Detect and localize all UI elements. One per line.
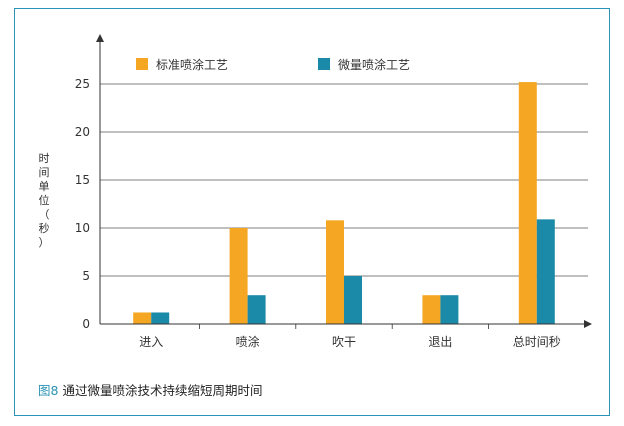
x-tick-label: 总时间秒 <box>513 335 561 349</box>
x-tick-label: 喷涂 <box>236 334 260 349</box>
bar-micro <box>536 219 555 324</box>
y-label-char: 位 <box>39 193 50 207</box>
figure-caption: 图8 通过微量喷涂技术持续缩短周期时间 <box>38 380 262 399</box>
bar-micro <box>440 295 459 324</box>
x-tick-label: 进入 <box>139 335 163 349</box>
y-label-char: 间 <box>39 166 50 179</box>
y-tick-label: 10 <box>75 221 90 235</box>
figure-frame <box>14 8 610 416</box>
tick-labels: 0 5 10 15 20 25 进入 喷涂 吹干 退出 总时间秒 <box>75 77 561 349</box>
y-label-char: 单 <box>39 180 50 193</box>
y-tick-label: 25 <box>75 77 90 91</box>
legend-label: 微量喷涂工艺 <box>338 57 410 72</box>
bar-standard <box>133 312 152 324</box>
legend-label: 标准喷涂工艺 <box>156 57 228 72</box>
y-tick-label: 15 <box>75 173 90 187</box>
y-tick-label: 0 <box>82 317 90 331</box>
bar-standard <box>229 228 248 324</box>
legend-swatch <box>318 58 330 70</box>
figure-number: 图8 <box>38 383 59 398</box>
bar-standard <box>326 220 344 324</box>
x-tick-label: 吹干 <box>332 335 356 349</box>
bar-micro <box>151 312 170 324</box>
axes <box>96 34 592 328</box>
legend: 标准喷涂工艺 微量喷涂工艺 <box>136 57 410 72</box>
bar-micro <box>247 295 266 324</box>
y-label-char: （ <box>39 208 50 221</box>
y-tick-label: 20 <box>75 125 90 139</box>
legend-swatch <box>136 58 148 70</box>
x-tick-label: 退出 <box>428 335 452 349</box>
y-label-char: 时 <box>39 152 50 165</box>
y-label-char: 秒 <box>39 221 50 235</box>
y-label-char: ） <box>39 236 50 249</box>
bar-standard <box>518 82 537 324</box>
caption-text: 通过微量喷涂技术持续缩短周期时间 <box>62 383 263 398</box>
y-tick-label: 5 <box>82 269 90 283</box>
bar-micro <box>344 276 362 324</box>
bars <box>133 82 555 324</box>
bar-standard <box>422 295 441 324</box>
